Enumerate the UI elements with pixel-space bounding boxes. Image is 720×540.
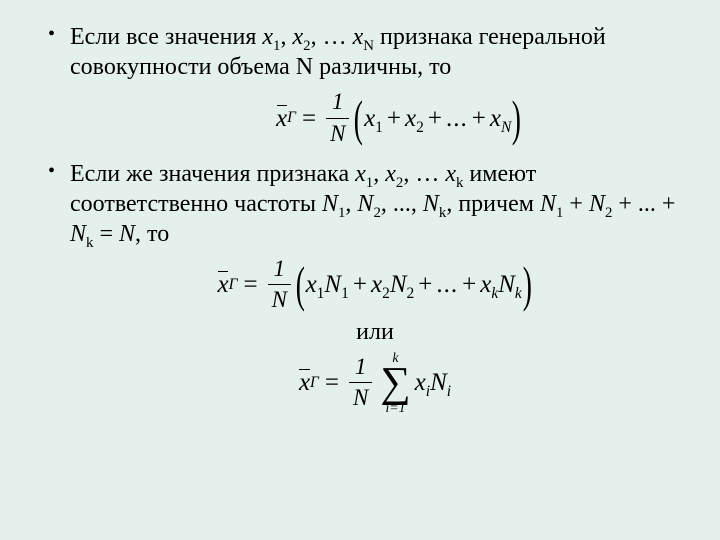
formula-3: xГ = 1N k ∑ i=1 xiNi bbox=[70, 351, 680, 415]
bullet-1: Если все значения x1, x2, … xN признака … bbox=[40, 22, 680, 149]
formula-1: xГ = 1N ( x1 + x2 + ... + xN ) bbox=[70, 88, 680, 149]
formula-2: xГ = 1N ( x1N1 + x2N2 + ... + xkNk ) bbox=[70, 255, 680, 316]
bullet2-text: Если же значения признака x1, x2, … xk и… bbox=[70, 161, 675, 247]
bullet1-text: Если все значения x1, x2, … xN признака … bbox=[70, 24, 606, 80]
connector-word: или bbox=[70, 317, 680, 347]
bullet-2: Если же значения признака x1, x2, … xk и… bbox=[40, 159, 680, 415]
